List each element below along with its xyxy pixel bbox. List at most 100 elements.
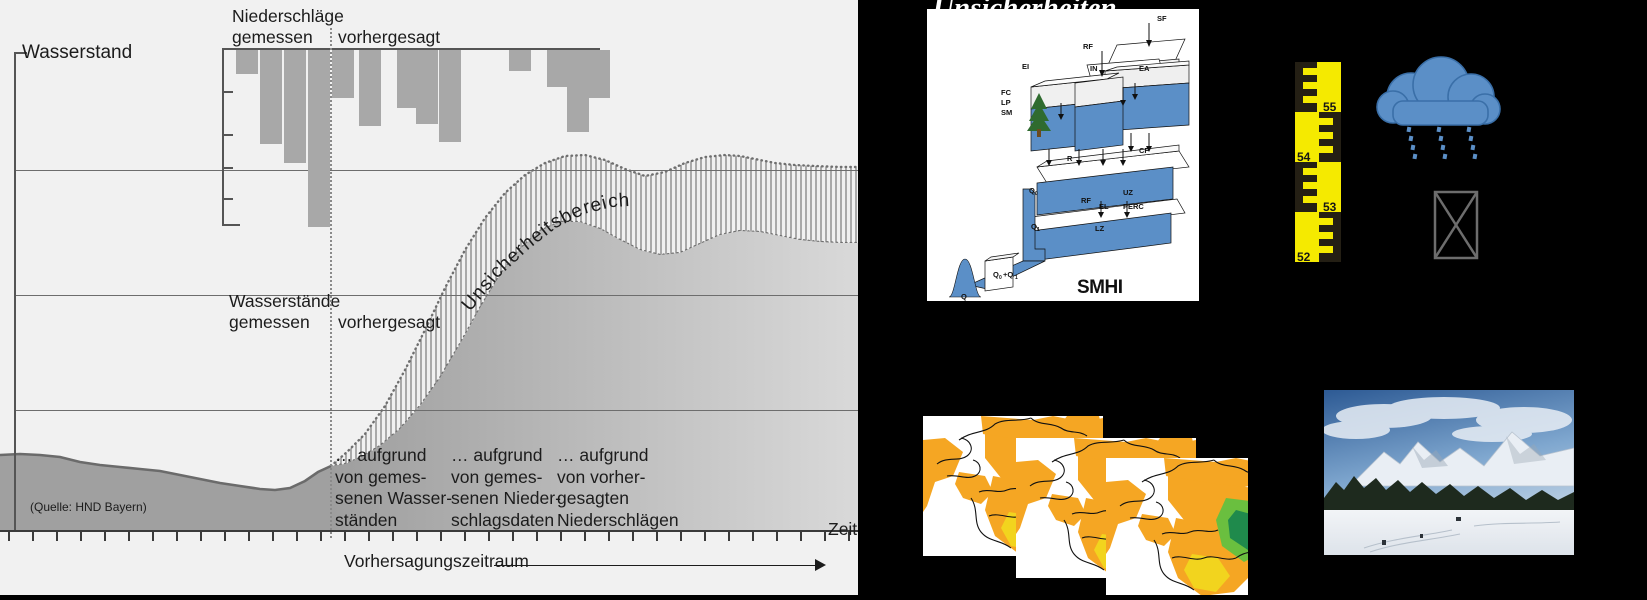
x-axis-tick — [104, 532, 106, 541]
gauge-tooth-1 — [1303, 68, 1319, 75]
x-axis-tick — [800, 532, 802, 541]
hbv-model-diagram: SF RF EI IN EA FC LP SM R CF Q 0 UZ RF E… — [927, 9, 1199, 301]
hydrograph-svg — [0, 153, 858, 532]
annotation-phase-2: … aufgrund von gemes- senen Nieder- schl… — [451, 445, 561, 531]
svg-text:Q: Q — [993, 270, 999, 279]
annotation-phase-1-line4: ständen — [335, 509, 398, 530]
svg-text:FC: FC — [1001, 88, 1012, 97]
gauge-reading-54: 54 — [1297, 150, 1311, 164]
x-axis-label: Zeit — [828, 519, 858, 539]
gauge-block-2 — [1295, 112, 1319, 162]
svg-text:0: 0 — [1035, 191, 1038, 197]
precip-header-forecast: vorhergesagt — [338, 27, 441, 47]
svg-text:1: 1 — [1037, 227, 1040, 233]
gauge-tooth-2 — [1303, 82, 1319, 89]
x-axis-tick — [632, 532, 634, 541]
x-axis-tick — [776, 532, 778, 541]
x-axis-tick — [8, 532, 10, 541]
precipitation-value-axis — [222, 48, 224, 226]
precip-bar-measured-5 — [332, 50, 354, 98]
precip-bar-forecast-1 — [359, 50, 381, 126]
svg-text:Q: Q — [961, 292, 967, 301]
svg-text:Q: Q — [1029, 186, 1035, 195]
svg-text:LP: LP — [1001, 98, 1011, 107]
annotation-phase-3-line3: gesagten — [557, 488, 630, 508]
hydrograph-chart-panel: Wasserstand Nieders — [0, 0, 858, 595]
level-header-measured-line2: gemessen — [229, 312, 310, 332]
x-axis-tick — [536, 532, 538, 541]
gauge-reading-55: 55 — [1323, 100, 1337, 114]
svg-text:PERC: PERC — [1123, 202, 1144, 211]
x-axis-line — [0, 530, 858, 532]
gauge-tooth-3 — [1303, 96, 1319, 103]
x-axis-tick — [680, 532, 682, 541]
x-axis-tick — [200, 532, 202, 541]
gauge-tooth-11 — [1317, 232, 1333, 239]
precipitation-forecast-maps — [868, 380, 1287, 599]
precipitation-top-axis — [222, 48, 600, 50]
precip-header-measured-line1: Niederschläge — [232, 6, 344, 26]
y-axis-cap — [14, 52, 27, 54]
annotation-phase-3: … aufgrund von vorher- gesagten Niedersc… — [557, 445, 679, 531]
gauge-reading-52: 52 — [1297, 250, 1311, 264]
crossed-box-svg — [1433, 190, 1479, 260]
gauge-block-1 — [1317, 62, 1341, 112]
forecast-span-arrow-head — [815, 559, 826, 571]
gauge-tooth-10 — [1317, 218, 1333, 225]
precip-tick-2 — [222, 134, 233, 136]
x-axis-tick — [656, 532, 658, 541]
snow-mountain-photo — [1324, 390, 1574, 555]
x-axis-tick — [584, 532, 586, 541]
x-axis-tick — [80, 532, 82, 541]
x-axis-tick — [848, 532, 850, 541]
svg-text:0: 0 — [999, 275, 1002, 281]
snow-photo-svg — [1324, 390, 1574, 555]
crossed-box-icon — [1433, 190, 1479, 260]
annotation-phase-3-line1: … aufgrund — [557, 445, 649, 465]
forecast-span-arrow-line — [494, 564, 819, 566]
x-axis-tick — [440, 532, 442, 541]
x-axis-tick — [728, 532, 730, 541]
precip-bar-forecast-7 — [567, 50, 589, 132]
x-axis-tick — [488, 532, 490, 541]
x-axis-tick — [344, 532, 346, 541]
svg-text:EA: EA — [1139, 64, 1150, 73]
gauge-block-3 — [1317, 162, 1341, 212]
annotation-phase-1-line2: von gemes- — [335, 466, 427, 487]
rain-cloud-icon — [1363, 55, 1508, 175]
precip-tick-3 — [222, 167, 233, 169]
svg-text:RF: RF — [1083, 42, 1093, 51]
x-axis-tick — [56, 532, 58, 541]
gauge-tooth-4 — [1317, 118, 1333, 125]
precip-tick-4 — [222, 198, 233, 200]
svg-text:R: R — [1067, 154, 1073, 163]
annotation-phase-2-line3: senen Nieder- — [451, 488, 561, 508]
water-level-area-measured — [0, 454, 331, 532]
x-axis-tick — [824, 532, 826, 541]
x-axis-tick — [128, 532, 130, 541]
svg-text:CF: CF — [1139, 146, 1149, 155]
x-axis-tick — [464, 532, 466, 541]
svg-text:RF: RF — [1081, 196, 1091, 205]
x-axis-tick — [176, 532, 178, 541]
precip-maps-svg — [922, 415, 1287, 599]
precip-tick-1 — [222, 91, 233, 93]
precip-bar-measured-2 — [260, 50, 282, 144]
annotation-phase-1-line3: senen Wasser- — [335, 488, 453, 508]
x-axis-tick — [152, 532, 154, 541]
x-axis-tick — [392, 532, 394, 541]
precip-bar-forecast-4 — [439, 50, 461, 142]
x-axis-tick — [416, 532, 418, 541]
x-axis-tick — [560, 532, 562, 541]
precip-bar-forecast-8 — [588, 50, 610, 98]
x-axis-tick — [608, 532, 610, 541]
water-level-area-forecast — [331, 222, 858, 532]
source-note: (Quelle: HND Bayern) — [30, 500, 147, 514]
x-axis-tick — [224, 532, 226, 541]
svg-text:1: 1 — [1015, 275, 1018, 281]
annotation-phase-1-line1: … aufgrund — [335, 445, 427, 465]
precip-axis-cap — [222, 224, 240, 226]
water-level-line-measured — [0, 452, 332, 492]
annotation-phase-2-line2: von gemes- — [451, 466, 543, 487]
